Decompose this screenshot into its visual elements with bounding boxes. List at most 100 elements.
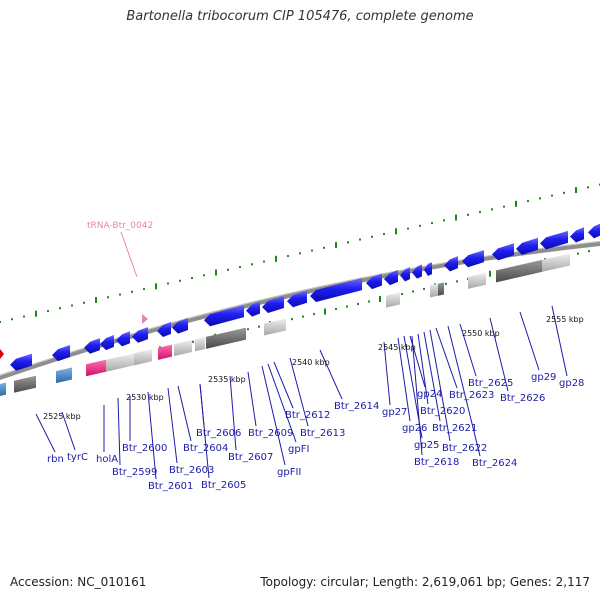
gene-label[interactable]: Btr_2625: [468, 378, 513, 389]
cds-feature[interactable]: [84, 338, 100, 354]
gene-label[interactable]: gpFII: [277, 467, 301, 478]
leader-line: [417, 333, 429, 405]
gene-leader-lines: [35, 305, 568, 480]
kbp-label: 2535 kbp: [208, 375, 246, 384]
gene-feature[interactable]: [542, 253, 570, 272]
leader-line: [261, 365, 286, 466]
leader-line: [35, 413, 56, 453]
gene-label[interactable]: Btr_2601: [148, 481, 193, 492]
leader-line: [167, 387, 178, 464]
kbp-label: 2530 kbp: [126, 393, 164, 402]
leader-line: [447, 325, 481, 457]
cds-feature[interactable]: [384, 269, 398, 286]
gene-feature[interactable]: [386, 292, 400, 308]
gene-label[interactable]: Btr_2624: [472, 458, 517, 469]
feature-track[interactable]: [0, 223, 600, 396]
cds-feature[interactable]: [462, 250, 484, 268]
gene-feature[interactable]: [134, 349, 152, 366]
trna-leader-line: [120, 231, 138, 278]
gene-label[interactable]: Btr_2603: [169, 465, 214, 476]
gene-label[interactable]: gp25: [414, 440, 439, 451]
cds-feature[interactable]: [310, 278, 362, 303]
gene-label[interactable]: Btr_2612: [285, 410, 330, 421]
leader-line: [519, 311, 540, 371]
gene-label[interactable]: tyrC: [67, 452, 88, 463]
trna-marker-icon[interactable]: [142, 314, 148, 324]
gene-feature[interactable]: [438, 282, 444, 296]
gene-label[interactable]: rbn: [47, 454, 64, 465]
leader-line: [429, 329, 451, 442]
gene-feature[interactable]: [158, 344, 172, 360]
cds-feature[interactable]: [116, 331, 130, 347]
gene-feature[interactable]: [106, 353, 134, 372]
cds-feature[interactable]: [366, 273, 382, 290]
gene-feature[interactable]: [496, 259, 542, 283]
cds-feature[interactable]: [588, 223, 600, 239]
cds-feature[interactable]: [412, 264, 422, 279]
gene-feature[interactable]: [174, 340, 192, 357]
cds-feature[interactable]: [492, 243, 514, 261]
gene-label[interactable]: gp27: [382, 407, 407, 418]
leader-line: [147, 391, 157, 480]
gene-label[interactable]: Btr_2621: [432, 423, 477, 434]
gene-label[interactable]: Btr_2626: [500, 393, 545, 404]
cds-feature[interactable]: [172, 317, 188, 334]
kbp-label: 2550 kbp: [462, 329, 500, 338]
cds-feature[interactable]: [424, 262, 432, 276]
cds-feature[interactable]: [400, 267, 410, 282]
gene-feature[interactable]: [206, 327, 246, 349]
kbp-label: 2540 kbp: [292, 358, 330, 367]
gene-feature[interactable]: [14, 375, 36, 393]
cds-feature[interactable]: [100, 334, 114, 351]
gene-feature[interactable]: [0, 382, 6, 396]
gene-label[interactable]: Btr_2599: [112, 467, 157, 478]
gene-label[interactable]: Btr_2606: [196, 428, 241, 439]
gene-label[interactable]: Btr_2600: [122, 443, 167, 454]
leader-line: [551, 305, 568, 377]
cds-feature[interactable]: [444, 256, 458, 272]
gene-feature[interactable]: [468, 272, 486, 289]
leader-line: [273, 361, 294, 409]
leader-line: [247, 371, 257, 427]
gene-label[interactable]: Btr_2620: [420, 406, 465, 417]
gene-label[interactable]: Btr_2614: [334, 401, 379, 412]
cds-feature[interactable]: [540, 230, 568, 250]
leader-line: [117, 397, 121, 466]
cds-feature[interactable]: [262, 295, 284, 314]
cds-feature[interactable]: [570, 227, 584, 243]
cds-feature[interactable]: [132, 327, 148, 343]
gene-label[interactable]: Btr_2604: [183, 443, 228, 454]
kbp-scale-labels: 2525 kbp 2530 kbp 2535 kbp 2540 kbp 2545 kbp…: [43, 315, 584, 421]
leader-line: [383, 341, 391, 406]
gene-label[interactable]: Btr_2622: [442, 443, 487, 454]
kbp-label: 2545 kbp: [378, 343, 416, 352]
gene-label[interactable]: Btr_2607: [228, 452, 273, 463]
gene-label[interactable]: gp24: [417, 389, 442, 400]
accession-label: Accession: NC_010161: [10, 575, 147, 589]
cds-feature[interactable]: [287, 290, 307, 308]
gene-label[interactable]: Btr_2609: [248, 428, 293, 439]
gene-label[interactable]: Btr_2623: [449, 390, 494, 401]
gene-label[interactable]: gp28: [559, 378, 584, 389]
gene-label[interactable]: Btr_2613: [300, 428, 345, 439]
gene-label[interactable]: gp29: [531, 372, 556, 383]
gene-label[interactable]: gpFI: [288, 444, 309, 455]
cds-feature[interactable]: [516, 237, 538, 255]
cds-feature[interactable]: [10, 353, 32, 371]
gene-labels: rbn tyrC holA Btr_2599 Btr_2600 Btr_2601 Btr_2…: [47, 372, 584, 492]
leader-line: [435, 327, 458, 389]
gene-label[interactable]: Btr_2605: [201, 480, 246, 491]
gene-feature[interactable]: [195, 337, 205, 352]
trna-label[interactable]: tRNA-Btr_0042: [87, 221, 153, 231]
cds-feature[interactable]: [157, 321, 171, 338]
gene-label[interactable]: Btr_2618: [414, 457, 459, 468]
gene-feature[interactable]: [86, 359, 106, 377]
cds-feature[interactable]: [246, 301, 260, 317]
gene-feature[interactable]: [56, 367, 72, 384]
cds-feature[interactable]: [52, 344, 70, 362]
gene-label[interactable]: holA: [96, 454, 118, 465]
cds-feature[interactable]: [204, 305, 244, 327]
gene-feature[interactable]: [264, 318, 286, 336]
gene-label[interactable]: gp26: [402, 423, 427, 434]
